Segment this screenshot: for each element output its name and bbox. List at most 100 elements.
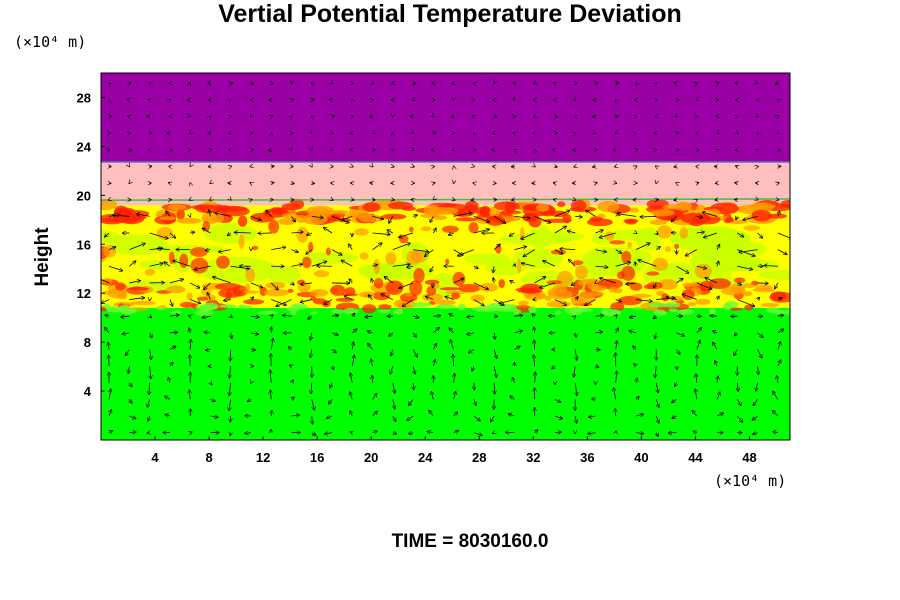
velocity-vector	[136, 214, 150, 217]
heatmap-cell	[167, 203, 187, 211]
heatmap-cell	[420, 226, 432, 232]
heatmap-cell	[734, 277, 746, 284]
velocity-vector	[389, 216, 394, 223]
velocity-vector	[534, 277, 546, 284]
velocity-vector	[413, 382, 414, 390]
heatmap-cell	[128, 307, 138, 314]
heatmap-cell	[406, 250, 422, 265]
velocity-vector	[635, 414, 644, 416]
velocity-vector	[227, 233, 230, 236]
heatmap-cell	[378, 304, 392, 310]
velocity-vector	[230, 349, 231, 361]
velocity-vector	[210, 416, 218, 417]
heatmap-cell	[341, 293, 359, 297]
heatmap-cell	[498, 279, 506, 288]
velocity-vector	[165, 414, 171, 416]
velocity-vector	[105, 315, 110, 316]
velocity-vector	[595, 266, 608, 267]
heatmap-cell	[652, 257, 669, 271]
velocity-vector	[588, 433, 596, 434]
x-tick-label: 12	[256, 450, 270, 465]
heatmap-cell	[130, 300, 156, 306]
heatmap-cell	[190, 257, 209, 274]
velocity-vector	[311, 382, 312, 394]
velocity-vector	[451, 117, 454, 118]
velocity-vector	[121, 316, 130, 317]
velocity-vector	[509, 233, 515, 236]
velocity-vector	[170, 299, 173, 307]
velocity-vector	[270, 370, 271, 383]
velocity-vector	[523, 249, 535, 257]
velocity-vector	[250, 117, 251, 118]
velocity-vector	[291, 283, 294, 285]
velocity-vector	[702, 212, 718, 217]
velocity-vector	[407, 415, 414, 421]
velocity-vector	[636, 233, 637, 234]
velocity-vector	[473, 215, 490, 222]
velocity-vector	[757, 332, 764, 338]
velocity-vector	[324, 299, 333, 305]
heatmap-cell	[216, 255, 230, 269]
velocity-vector	[757, 349, 762, 358]
heatmap-cell	[245, 267, 256, 283]
heatmap-cell	[445, 258, 450, 265]
velocity-vector	[534, 327, 535, 333]
velocity-vector	[150, 366, 151, 379]
velocity-vector	[108, 247, 116, 251]
velocity-vector	[108, 265, 123, 271]
velocity-vector	[710, 316, 718, 317]
velocity-vector	[472, 365, 474, 371]
velocity-vector	[413, 366, 415, 374]
heatmap-cell	[144, 268, 156, 276]
heatmap-cell	[225, 290, 232, 300]
velocity-vector	[149, 382, 150, 395]
velocity-vector	[616, 328, 619, 334]
velocity-vector	[308, 316, 312, 319]
heatmap-cell	[159, 216, 176, 221]
heatmap-cell	[359, 252, 369, 260]
velocity-vector	[629, 331, 637, 333]
velocity-vector	[350, 373, 352, 383]
velocity-vector	[384, 276, 394, 284]
x-tick-label: 36	[580, 450, 594, 465]
velocity-vector	[150, 332, 152, 338]
velocity-vector	[189, 200, 190, 201]
velocity-vector	[773, 432, 778, 433]
velocity-vector	[693, 431, 697, 432]
velocity-vector	[352, 313, 355, 316]
heatmap-cell	[709, 307, 716, 315]
velocity-vector	[250, 333, 259, 335]
velocity-vector	[554, 83, 555, 84]
velocity-vector	[399, 282, 414, 289]
heatmap-cell	[423, 204, 440, 216]
velocity-vector	[101, 278, 110, 284]
y-tick-label: 24	[77, 139, 92, 154]
heatmap-cell	[119, 304, 130, 312]
velocity-vector	[424, 249, 434, 257]
velocity-vector	[409, 433, 414, 434]
heatmap-cell	[434, 304, 457, 309]
heatmap-cell	[309, 289, 329, 297]
velocity-vector	[543, 261, 556, 267]
velocity-vector	[164, 262, 171, 267]
heatmap-cell	[662, 204, 680, 211]
y-tick-label: 12	[77, 286, 91, 301]
velocity-vector	[634, 363, 636, 366]
velocity-vector	[595, 183, 597, 184]
chart-title: Vertial Potential Temperature Deviation	[218, 0, 682, 28]
velocity-vector	[433, 316, 440, 317]
heatmap-cell	[504, 201, 516, 214]
velocity-vector	[291, 264, 302, 266]
velocity-vector	[190, 232, 195, 233]
heatmap-cell	[517, 258, 522, 274]
velocity-vector	[324, 433, 333, 434]
velocity-vector	[696, 282, 712, 289]
heatmap-cell	[458, 303, 466, 311]
heatmap-cell	[623, 218, 639, 223]
velocity-vector	[323, 227, 333, 234]
heatmap-cell	[176, 217, 202, 224]
velocity-vector	[737, 382, 738, 392]
velocity-vector	[717, 261, 719, 267]
velocity-vector	[311, 433, 316, 436]
heatmap-cell	[717, 258, 780, 272]
